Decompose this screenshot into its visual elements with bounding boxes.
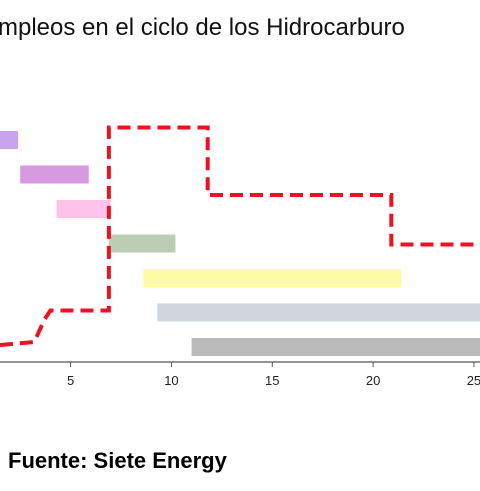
line-layer — [0, 125, 480, 347]
bar-1 — [0, 131, 19, 149]
x-tick-label-10: 10 — [164, 373, 178, 388]
bar-6 — [157, 303, 480, 322]
dashed-series-line — [0, 125, 480, 347]
x-axis: 5 10 15 20 25 — [0, 361, 480, 388]
source-note: Fuente: Siete Energy — [8, 448, 227, 473]
x-tick-label-15: 15 — [265, 373, 279, 388]
bar-5 — [143, 269, 402, 287]
x-tick-label-5: 5 — [67, 373, 74, 388]
bar-3 — [56, 200, 111, 218]
bar-7 — [191, 338, 480, 356]
x-tick-label-20: 20 — [366, 373, 380, 388]
bars-layer — [0, 131, 480, 356]
chart-title: mpleos en el ciclo de los Hidrocarburo — [0, 14, 405, 41]
bar-2 — [20, 165, 89, 184]
x-tick-label-25: 25 — [467, 373, 480, 388]
bar-4 — [108, 234, 176, 253]
